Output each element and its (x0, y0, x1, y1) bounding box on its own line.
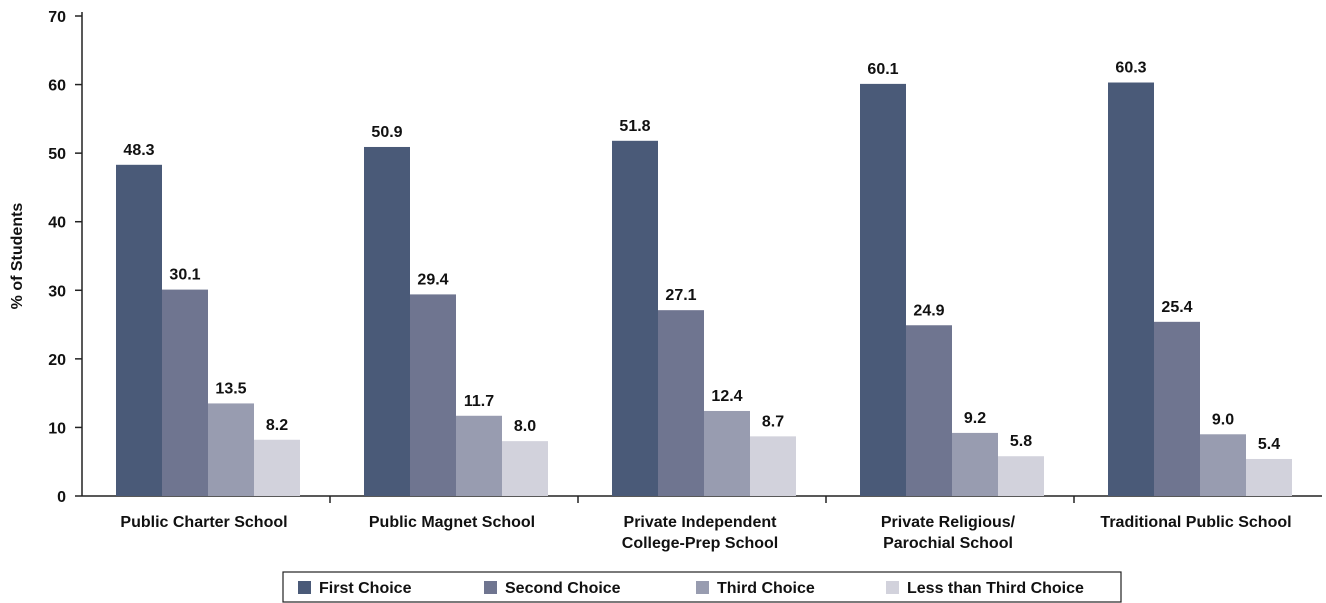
y-tick-label: 40 (48, 215, 66, 232)
data-label: 11.7 (464, 393, 494, 410)
legend-swatch (484, 581, 497, 594)
category-labels: Public Charter School Public Magnet Schoo… (120, 514, 1291, 552)
legend-swatch (696, 581, 709, 594)
data-label: 13.5 (215, 380, 246, 397)
data-label: 8.0 (514, 418, 536, 435)
data-label: 29.4 (417, 271, 448, 288)
x-category-label: Private Religious/ (881, 514, 1016, 531)
y-tick-label: 60 (48, 78, 66, 95)
bar (1108, 82, 1154, 496)
bar (860, 83, 906, 496)
bar (410, 294, 456, 496)
y-axis-label: % of Students (9, 203, 26, 310)
x-category-label: Public Charter School (120, 514, 287, 531)
data-label: 60.1 (867, 61, 898, 78)
bar (998, 456, 1044, 496)
bar (1246, 458, 1292, 496)
data-label: 48.3 (123, 142, 154, 159)
data-label: 25.4 (1161, 299, 1192, 316)
bar (750, 436, 796, 496)
data-label: 9.0 (1212, 411, 1234, 428)
bar (906, 325, 952, 496)
data-label: 8.7 (762, 413, 784, 430)
y-tick-label: 30 (48, 283, 66, 300)
data-label: 60.3 (1115, 60, 1146, 77)
data-label: 5.4 (1258, 436, 1280, 453)
bar (952, 432, 998, 496)
data-label: 30.1 (169, 267, 200, 284)
data-label: 12.4 (711, 388, 742, 405)
bar (704, 410, 750, 496)
y-tick-label: 10 (48, 420, 66, 437)
y-tick-label: 50 (48, 146, 66, 163)
bar (612, 140, 658, 497)
x-category-label: Traditional Public School (1100, 514, 1291, 531)
legend-label: Second Choice (505, 580, 621, 597)
data-label: 24.9 (913, 302, 944, 319)
legend-swatch (886, 581, 899, 594)
bar (658, 310, 704, 496)
x-category-label: Parochial School (883, 535, 1013, 552)
legend-label: First Choice (319, 580, 412, 597)
legend-swatch (298, 581, 311, 594)
y-tick-label: 0 (57, 489, 66, 506)
x-category-label: Private Independent (624, 514, 778, 531)
legend: First Choice Second Choice Third Choice Les… (282, 571, 1122, 603)
bar (364, 146, 410, 496)
data-label: 8.2 (266, 417, 288, 434)
bar (208, 403, 254, 496)
bar (502, 441, 548, 496)
y-tick-label: 20 (48, 352, 66, 369)
data-label: 9.2 (964, 410, 986, 427)
bar (116, 164, 162, 497)
bar (162, 289, 208, 496)
bars (116, 82, 1292, 497)
bar (254, 439, 300, 496)
y-tick-label: 70 (48, 9, 66, 26)
data-label: 51.8 (619, 118, 650, 135)
legend-label: Third Choice (717, 580, 815, 597)
bar (456, 415, 502, 496)
data-label: 5.8 (1010, 433, 1032, 450)
data-label: 27.1 (665, 287, 696, 304)
x-category-label: College-Prep School (622, 535, 778, 552)
bar (1200, 434, 1246, 496)
legend-label: Less than Third Choice (907, 580, 1084, 597)
x-category-label: Public Magnet School (369, 514, 535, 531)
bar (1154, 321, 1200, 496)
data-labels: 48.3 30.1 13.5 8.2 50.9 29.4 11.7 8.0 51.8 27.1 12… (123, 60, 1280, 453)
data-label: 50.9 (371, 124, 402, 141)
